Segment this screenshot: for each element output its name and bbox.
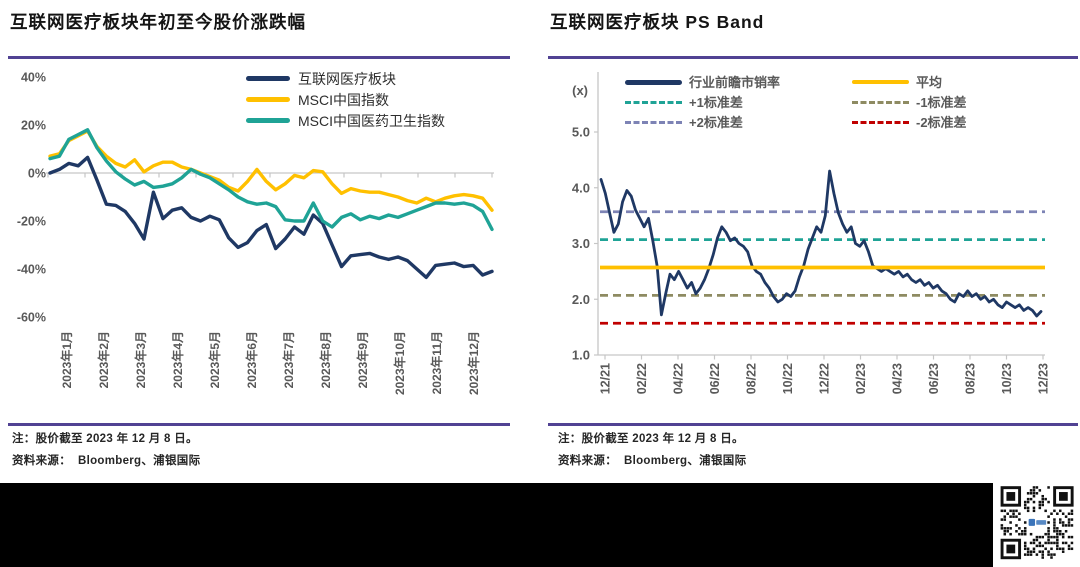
legend-label: -1标准差	[916, 94, 967, 110]
svg-text:0%: 0%	[28, 167, 46, 181]
svg-text:4.0: 4.0	[572, 180, 590, 195]
legend-dash-swatch	[625, 100, 682, 104]
svg-text:40%: 40%	[21, 71, 46, 85]
svg-text:2023年11月: 2023年11月	[429, 331, 444, 394]
svg-text:5.0: 5.0	[572, 125, 590, 140]
title-divider	[548, 56, 1078, 59]
svg-text:2023年5月: 2023年5月	[207, 331, 222, 388]
svg-text:04/22: 04/22	[672, 363, 686, 394]
svg-text:10/22: 10/22	[781, 363, 795, 394]
legend-line-swatch	[246, 97, 290, 102]
legend-line-swatch	[852, 80, 909, 84]
ps-band-chart-canvas: 5.0 4.0 3.0 2.0 1.0 (x) 12/21 02/22 04/22 06/22 08…	[572, 72, 1051, 394]
footer-divider	[548, 423, 1078, 426]
legend-line-swatch	[246, 118, 290, 123]
svg-text:(x): (x)	[572, 83, 588, 98]
footer-black-bar	[0, 483, 993, 567]
svg-text:12/21: 12/21	[599, 363, 613, 394]
svg-text:-20%: -20%	[17, 215, 46, 229]
svg-text:08/23: 08/23	[964, 363, 978, 394]
chart-source: 资料来源： Bloomberg、浦银国际	[558, 455, 747, 467]
svg-text:-40%: -40%	[17, 263, 46, 277]
svg-text:2023年7月: 2023年7月	[281, 331, 296, 388]
legend-dash-swatch	[852, 120, 909, 124]
svg-text:2023年8月: 2023年8月	[318, 331, 333, 388]
svg-text:3.0: 3.0	[572, 236, 590, 251]
chart-source: 资料来源： Bloomberg、浦银国际	[12, 455, 201, 467]
svg-text:1.0: 1.0	[572, 348, 590, 363]
legend-label: 平均	[916, 74, 943, 90]
legend-item: 互联网医疗板块	[246, 68, 445, 89]
chart-note: 注：股价截至 2023 年 12 月 8 日。	[558, 433, 744, 445]
footer-divider	[8, 423, 510, 426]
legend-label: +1标准差	[689, 94, 743, 110]
ytd-line-chart-canvas: 40% 20% 0% -20% -40% -60% 2023年1月 2023年2月 2023年3…	[17, 71, 494, 395]
legend-line-swatch	[625, 79, 682, 85]
legend-item: MSCI中国指数	[246, 89, 445, 110]
legend-dash-swatch	[852, 100, 909, 104]
svg-text:06/23: 06/23	[927, 363, 941, 394]
legend-dash-swatch	[625, 120, 682, 124]
qr-code-icon	[998, 484, 1078, 563]
chart-panel-ps-band: 互联网医疗板块 PS Band 5.0 4.0 3.0 2.0 1.0 (x) 12/21 0…	[548, 6, 1078, 476]
page-title: 互联网医疗板块年初至今股价涨跌幅	[10, 12, 306, 32]
svg-text:20%: 20%	[21, 119, 46, 133]
svg-text:2023年10月: 2023年10月	[392, 331, 407, 395]
chart-legend-column-2: 平均 -1标准差 -2标准差	[852, 72, 967, 132]
legend-line-swatch	[246, 76, 290, 81]
legend-item: -2标准差	[852, 112, 967, 132]
svg-text:04/23: 04/23	[891, 363, 905, 394]
legend-item: MSCI中国医药卫生指数	[246, 110, 445, 131]
chart-panel-ytd-performance: 互联网医疗板块年初至今股价涨跌幅 40% 20% 0% -20% -40% -60% 202…	[8, 6, 510, 476]
svg-text:-60%: -60%	[17, 311, 46, 325]
svg-text:02/23: 02/23	[854, 363, 868, 394]
legend-item: +2标准差	[625, 112, 780, 132]
svg-text:2023年12月: 2023年12月	[466, 331, 481, 395]
svg-text:2023年9月: 2023年9月	[355, 331, 370, 388]
svg-text:02/22: 02/22	[635, 363, 649, 394]
svg-text:10/23: 10/23	[1000, 363, 1014, 394]
legend-label: MSCI中国指数	[298, 91, 389, 108]
svg-text:12/23: 12/23	[1037, 363, 1051, 394]
chart-legend: 互联网医疗板块 MSCI中国指数 MSCI中国医药卫生指数	[246, 68, 445, 131]
chart-legend-column-1: 行业前瞻市销率 +1标准差 +2标准差	[625, 72, 780, 132]
svg-text:2023年4月: 2023年4月	[170, 331, 185, 388]
chart-note: 注：股价截至 2023 年 12 月 8 日。	[12, 433, 198, 445]
svg-text:06/22: 06/22	[708, 363, 722, 394]
legend-label: 行业前瞻市销率	[689, 74, 781, 90]
title-divider	[8, 56, 510, 59]
svg-text:08/22: 08/22	[745, 363, 759, 394]
legend-item: 平均	[852, 72, 967, 92]
legend-item: -1标准差	[852, 92, 967, 112]
legend-label: +2标准差	[689, 114, 743, 130]
legend-label: 互联网医疗板块	[298, 70, 396, 87]
legend-label: MSCI中国医药卫生指数	[298, 112, 445, 129]
svg-text:2.0: 2.0	[572, 292, 590, 307]
legend-label: -2标准差	[916, 114, 967, 130]
svg-text:12/22: 12/22	[818, 363, 832, 394]
svg-text:2023年1月: 2023年1月	[59, 331, 74, 388]
svg-text:2023年6月: 2023年6月	[244, 331, 259, 388]
legend-item: +1标准差	[625, 92, 780, 112]
legend-item: 行业前瞻市销率	[625, 72, 780, 92]
svg-text:2023年3月: 2023年3月	[133, 331, 148, 388]
page-title: 互联网医疗板块 PS Band	[550, 12, 765, 32]
svg-text:2023年2月: 2023年2月	[96, 331, 111, 388]
